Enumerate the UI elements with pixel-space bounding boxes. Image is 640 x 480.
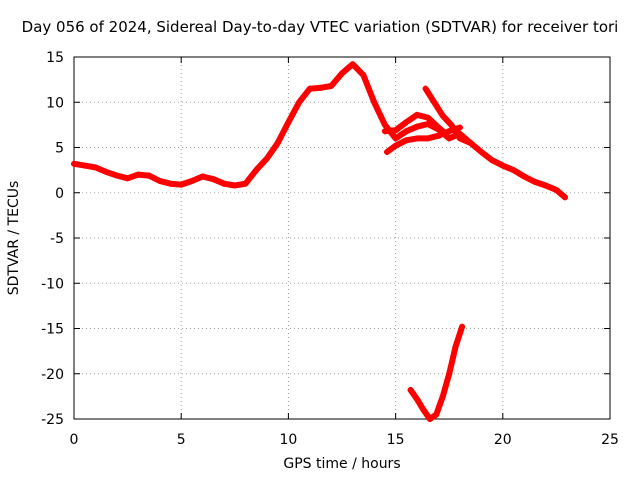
chart-title: Day 056 of 2024, Sidereal Day-to-day VTE…: [21, 18, 619, 36]
data-point: [435, 124, 442, 131]
data-point: [360, 72, 367, 79]
data-point: [424, 120, 431, 127]
data-point: [317, 84, 324, 91]
data-point: [420, 406, 427, 413]
data-point: [426, 416, 433, 422]
data-point: [178, 181, 185, 188]
data-point: [446, 128, 453, 135]
x-tick-label: 10: [279, 432, 297, 448]
series-main-arc: [71, 61, 568, 201]
data-point: [135, 171, 142, 178]
data-point: [499, 162, 506, 169]
data-point: [296, 99, 303, 106]
data-point: [542, 182, 549, 189]
y-tick-label: -20: [41, 367, 64, 383]
data-point: [306, 85, 313, 92]
data-point: [414, 396, 421, 403]
x-tick-label: 5: [177, 432, 186, 448]
data-point: [478, 149, 485, 156]
data-point: [435, 132, 442, 139]
y-tick-label: -5: [50, 231, 64, 247]
data-point: [414, 135, 421, 142]
data-point: [439, 393, 446, 400]
data-point: [392, 142, 399, 149]
y-tick-label: 10: [46, 95, 64, 111]
data-point: [414, 123, 421, 130]
data-point: [452, 343, 459, 350]
data-point: [167, 180, 174, 187]
data-point: [414, 111, 421, 118]
y-tick-label: -10: [41, 276, 64, 292]
data-point: [531, 178, 538, 185]
y-tick-label: -15: [41, 322, 64, 338]
data-point: [456, 124, 463, 131]
data-point: [156, 177, 163, 184]
data-point: [433, 411, 440, 418]
data-point: [424, 114, 431, 121]
data-point: [384, 149, 391, 156]
data-point: [199, 173, 206, 180]
data-point: [448, 121, 455, 128]
x-tick-label: 0: [70, 432, 79, 448]
data-point: [328, 82, 335, 89]
data-point: [231, 182, 238, 189]
data-point: [446, 135, 453, 142]
data-point: [124, 175, 131, 182]
data-point: [467, 139, 474, 146]
data-point: [403, 128, 410, 135]
data-point: [221, 180, 228, 187]
data-point: [146, 172, 153, 179]
data-point: [392, 127, 399, 134]
data-point: [456, 135, 463, 142]
data-point: [510, 167, 517, 174]
data-point: [431, 99, 438, 106]
data-point: [392, 135, 399, 142]
data-point: [371, 99, 378, 106]
data-point: [71, 160, 77, 167]
data-point: [81, 162, 88, 169]
x-tick-label: 20: [494, 432, 512, 448]
data-point: [446, 370, 453, 377]
data-point: [381, 128, 388, 135]
data-point: [349, 61, 356, 68]
data-point: [188, 177, 195, 184]
data-point: [403, 137, 410, 144]
data-point: [274, 139, 281, 146]
y-axis-label: SDTVAR / TECUs: [6, 180, 22, 296]
data-point: [403, 119, 410, 126]
data-point: [113, 172, 120, 179]
data-point: [422, 85, 429, 92]
y-tick-label: 15: [46, 50, 64, 66]
data-point: [521, 173, 528, 180]
data-point: [424, 135, 431, 142]
data-point: [381, 121, 388, 128]
data-point: [407, 387, 414, 394]
data-point: [339, 70, 345, 77]
y-tick-label: -25: [41, 412, 64, 428]
data-point: [210, 176, 217, 183]
data-point: [459, 323, 466, 330]
x-tick-label: 25: [601, 432, 619, 448]
data-point: [103, 168, 110, 175]
data-point: [553, 187, 560, 194]
data-point: [285, 119, 292, 126]
x-axis-label: GPS time / hours: [283, 456, 401, 472]
y-tick-label: 0: [55, 186, 64, 202]
data-point: [253, 167, 260, 174]
data-point: [263, 155, 270, 162]
series-negative-arc: [407, 323, 466, 422]
data-point: [92, 164, 99, 171]
data-point: [561, 194, 568, 201]
data-point: [439, 112, 446, 119]
data-point: [489, 157, 496, 164]
y-tick-label: 5: [55, 141, 64, 157]
x-tick-label: 15: [387, 432, 405, 448]
data-point: [242, 180, 249, 187]
